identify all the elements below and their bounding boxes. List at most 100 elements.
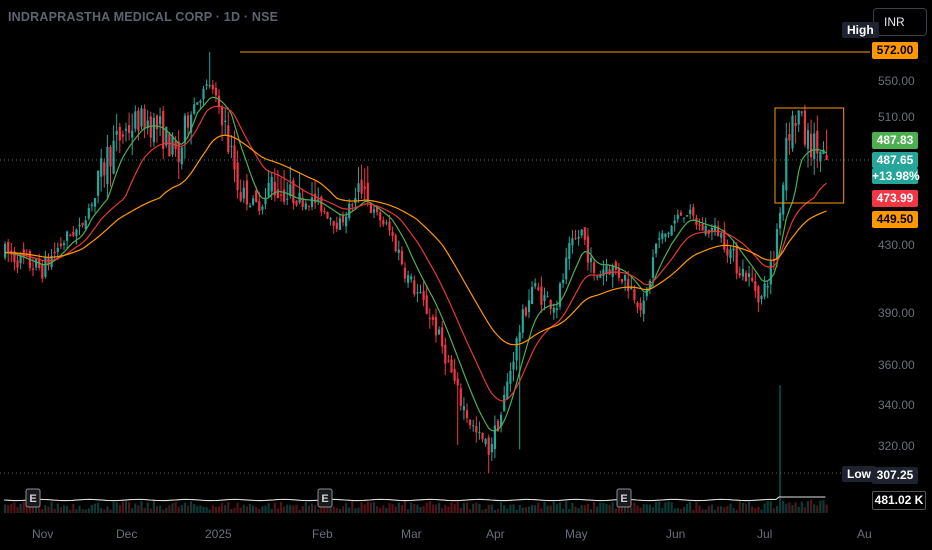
candle — [307, 205, 310, 211]
volume-bar — [159, 505, 162, 513]
candle — [422, 281, 425, 307]
ema-long-tag: 449.50 — [872, 211, 918, 228]
currency-button[interactable]: INR — [873, 8, 927, 36]
volume-bar — [35, 503, 38, 513]
volume-bar — [611, 502, 614, 513]
candle-body — [713, 225, 717, 232]
volume-bar — [78, 505, 81, 513]
volume-bar — [348, 507, 351, 513]
candle — [543, 287, 546, 311]
volume-bar — [487, 504, 490, 513]
volume-bar — [710, 504, 713, 513]
candle — [329, 216, 332, 226]
candle — [605, 258, 608, 282]
candle — [419, 284, 422, 294]
candle-body — [422, 290, 425, 300]
volume-bar — [131, 508, 134, 513]
volume-bar — [118, 505, 121, 513]
candle — [149, 111, 152, 148]
volume-bar — [292, 505, 295, 513]
candle — [407, 270, 410, 288]
candle — [710, 224, 713, 241]
candle-body — [112, 140, 115, 174]
candle-body — [286, 198, 289, 200]
candle — [453, 358, 456, 385]
candle-body — [307, 206, 310, 208]
candle-body — [788, 134, 791, 141]
candle — [242, 180, 245, 203]
candle — [825, 129, 828, 161]
candle — [537, 282, 540, 292]
candle — [679, 210, 682, 216]
volume-bar — [732, 507, 735, 513]
candle — [459, 383, 462, 411]
candle-body — [534, 283, 537, 287]
volume-bar — [332, 506, 335, 513]
candle-body — [583, 227, 586, 240]
candle — [357, 167, 360, 203]
candle — [81, 222, 84, 228]
candle — [413, 275, 416, 297]
volume-bar — [25, 503, 28, 513]
volume-bar — [155, 506, 159, 513]
volume-bar — [44, 505, 47, 513]
volume-bar — [667, 501, 670, 513]
candle-body — [190, 114, 193, 133]
candle-body — [279, 194, 283, 196]
candle — [4, 241, 7, 261]
candle-body — [103, 162, 106, 176]
volume-bar — [369, 502, 372, 513]
low-price-tag: 307.25 — [872, 467, 918, 484]
volume-bar — [531, 504, 534, 513]
candle-body — [521, 309, 524, 333]
volume-bar — [217, 506, 221, 513]
volume-bar — [676, 508, 679, 513]
candle — [534, 278, 537, 289]
earnings-marker: E — [616, 488, 632, 508]
volume-bar — [782, 500, 785, 513]
volume-bar — [779, 385, 782, 513]
candle-body — [310, 197, 314, 207]
time-tick: Mar — [401, 527, 422, 541]
candle-body — [162, 110, 165, 149]
volume-bar — [236, 502, 239, 513]
candle-body — [320, 196, 323, 212]
candle-body — [400, 250, 403, 265]
ema-long-line — [5, 134, 827, 346]
candle-body — [239, 192, 242, 201]
volume-bar — [515, 509, 518, 513]
candle — [47, 253, 50, 271]
candle — [78, 217, 81, 235]
price-tick: 390.00 — [878, 306, 915, 320]
price-tick: 360.00 — [878, 358, 915, 372]
volume-bar — [707, 506, 710, 513]
candle-body — [648, 280, 651, 290]
volume-bar — [317, 509, 320, 513]
candle — [214, 82, 217, 103]
volume-bar — [283, 506, 286, 513]
candle — [363, 168, 366, 200]
candle-body — [658, 238, 661, 240]
volume-bar — [314, 505, 317, 513]
volume-bar — [31, 502, 35, 513]
candle — [729, 245, 732, 265]
candle-body — [47, 257, 50, 266]
volume-bar — [723, 507, 726, 513]
volume-bar — [735, 509, 738, 513]
candle — [245, 174, 248, 211]
volume-bar — [791, 504, 794, 513]
candle — [345, 211, 348, 234]
candle-body — [84, 220, 87, 229]
candle-body — [208, 85, 211, 87]
volume-bar — [186, 505, 190, 513]
candle-body — [366, 182, 369, 201]
candle-body — [701, 223, 704, 231]
candle — [252, 195, 255, 206]
candle — [447, 354, 450, 363]
candle — [763, 276, 766, 300]
candle — [465, 403, 469, 423]
volume-bar — [357, 507, 360, 513]
candle-body — [407, 275, 410, 283]
volume-bar — [552, 501, 555, 513]
